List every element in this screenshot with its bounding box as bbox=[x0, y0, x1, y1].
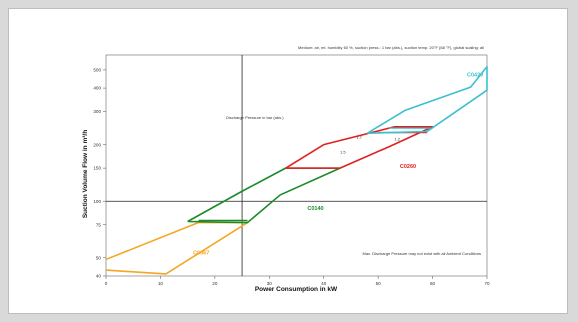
x-tick-label: 70 bbox=[484, 281, 490, 286]
chart-title: Medium: air, rel. humidity 60 %, suction… bbox=[298, 45, 484, 50]
pressure-point-label: 1.7 bbox=[356, 135, 362, 140]
y-tick-label: 200 bbox=[93, 142, 101, 147]
x-tick-label: 20 bbox=[212, 281, 218, 286]
series-line-c0420 bbox=[366, 65, 488, 135]
bottom-note: Max. Discharge Pressure may not exist wi… bbox=[363, 251, 482, 256]
y-tick-label: 400 bbox=[93, 86, 101, 91]
performance-chart: Medium: air, rel. humidity 60 %, suction… bbox=[82, 45, 490, 293]
y-tick-label: 75 bbox=[96, 222, 102, 227]
series-label-c0140: C0140 bbox=[307, 206, 323, 212]
x-tick-label: 0 bbox=[105, 281, 108, 286]
discharge-pressure-label: Discharge Pressure in bar (abs.) bbox=[226, 115, 284, 120]
y-tick-label: 50 bbox=[96, 255, 102, 260]
x-tick-label: 50 bbox=[376, 281, 382, 286]
x-axis-label: Power Consumption in kW bbox=[255, 286, 338, 293]
x-tick-label: 40 bbox=[321, 281, 327, 286]
x-tick-label: 10 bbox=[158, 281, 164, 286]
x-tick-label: 30 bbox=[267, 281, 273, 286]
chart-frame: Medium: air, rel. humidity 60 %, suction… bbox=[8, 8, 568, 314]
pressure-point-label: 1.5 bbox=[340, 149, 346, 154]
x-tick-label: 60 bbox=[430, 281, 436, 286]
pressure-point-label: 1.2 bbox=[394, 137, 400, 142]
series-label-c0260: C0260 bbox=[400, 164, 416, 170]
y-tick-label: 40 bbox=[96, 274, 102, 279]
y-tick-label: 500 bbox=[93, 67, 101, 72]
y-axis-label: Suction Volume Flow in m³/h bbox=[82, 130, 89, 218]
plot-area bbox=[105, 54, 488, 277]
series-label-c0067: C0067 bbox=[193, 251, 209, 257]
y-tick-label: 300 bbox=[93, 109, 101, 114]
y-tick-label: 150 bbox=[93, 166, 101, 171]
series-label-c0420: C0420 bbox=[467, 73, 483, 79]
y-tick-label: 100 bbox=[93, 199, 101, 204]
